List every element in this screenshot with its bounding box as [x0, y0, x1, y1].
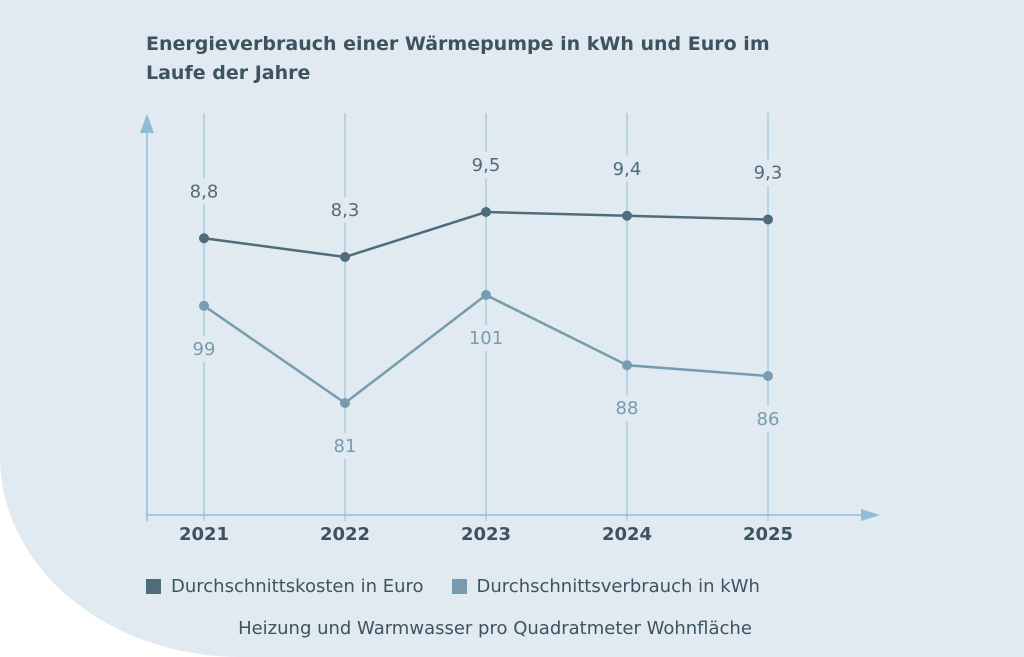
- x-axis-arrow: [861, 509, 880, 521]
- legend: Durchschnittskosten in Euro Durchschnitt…: [146, 576, 760, 597]
- data-point: [199, 233, 209, 244]
- data-point: [481, 207, 491, 217]
- data-label-bg: [605, 155, 649, 182]
- data-label-bg: [323, 197, 367, 223]
- data-point: [622, 360, 632, 371]
- chart-subtitle: Heizung und Warmwasser pro Quadratmeter …: [238, 618, 752, 639]
- data-label: 8,3: [331, 200, 360, 221]
- data-label: 9,3: [754, 163, 783, 184]
- data-point: [481, 290, 491, 300]
- legend-label-euro: Durchschnittskosten in Euro: [171, 576, 424, 597]
- legend-swatch-kwh: [451, 579, 467, 594]
- data-point: [340, 398, 350, 408]
- data-label-bg: [323, 433, 367, 459]
- data-label-bg: [182, 335, 226, 362]
- data-label-bg: [605, 395, 649, 422]
- data-label-bg: [464, 325, 508, 351]
- data-point: [340, 252, 350, 262]
- x-tick-label: 2022: [320, 524, 370, 545]
- x-tick-label: 2025: [743, 524, 793, 545]
- data-label: 9,4: [613, 159, 642, 180]
- chart-title: Energieverbrauch einer Wärmepumpe in kWh…: [146, 33, 770, 84]
- data-point: [622, 210, 632, 221]
- data-label-bg: [464, 152, 508, 178]
- data-point: [199, 300, 209, 311]
- data-point: [763, 371, 773, 381]
- x-tick-label: 2023: [461, 524, 511, 545]
- data-label: 99: [193, 339, 216, 360]
- x-tick-label: 2024: [602, 524, 652, 545]
- data-label-bg: [182, 178, 226, 205]
- data-point: [763, 214, 773, 225]
- data-label-bg: [746, 159, 790, 186]
- data-label-bg: [746, 406, 790, 432]
- legend-swatch-euro: [146, 579, 161, 594]
- data-label: 81: [334, 436, 357, 457]
- legend-item-kwh: Durchschnittsverbrauch in kWh: [451, 576, 760, 597]
- legend-label-kwh: Durchschnittsverbrauch in kWh: [476, 576, 760, 597]
- legend-item-euro: Durchschnittskosten in Euro: [146, 576, 424, 597]
- data-label: 101: [469, 328, 503, 349]
- y-axis-arrow: [140, 114, 154, 133]
- data-label: 86: [757, 409, 780, 430]
- data-label: 9,5: [472, 155, 501, 176]
- data-label: 88: [616, 398, 639, 419]
- x-tick-label: 2021: [179, 524, 229, 545]
- data-label: 8,8: [190, 181, 219, 202]
